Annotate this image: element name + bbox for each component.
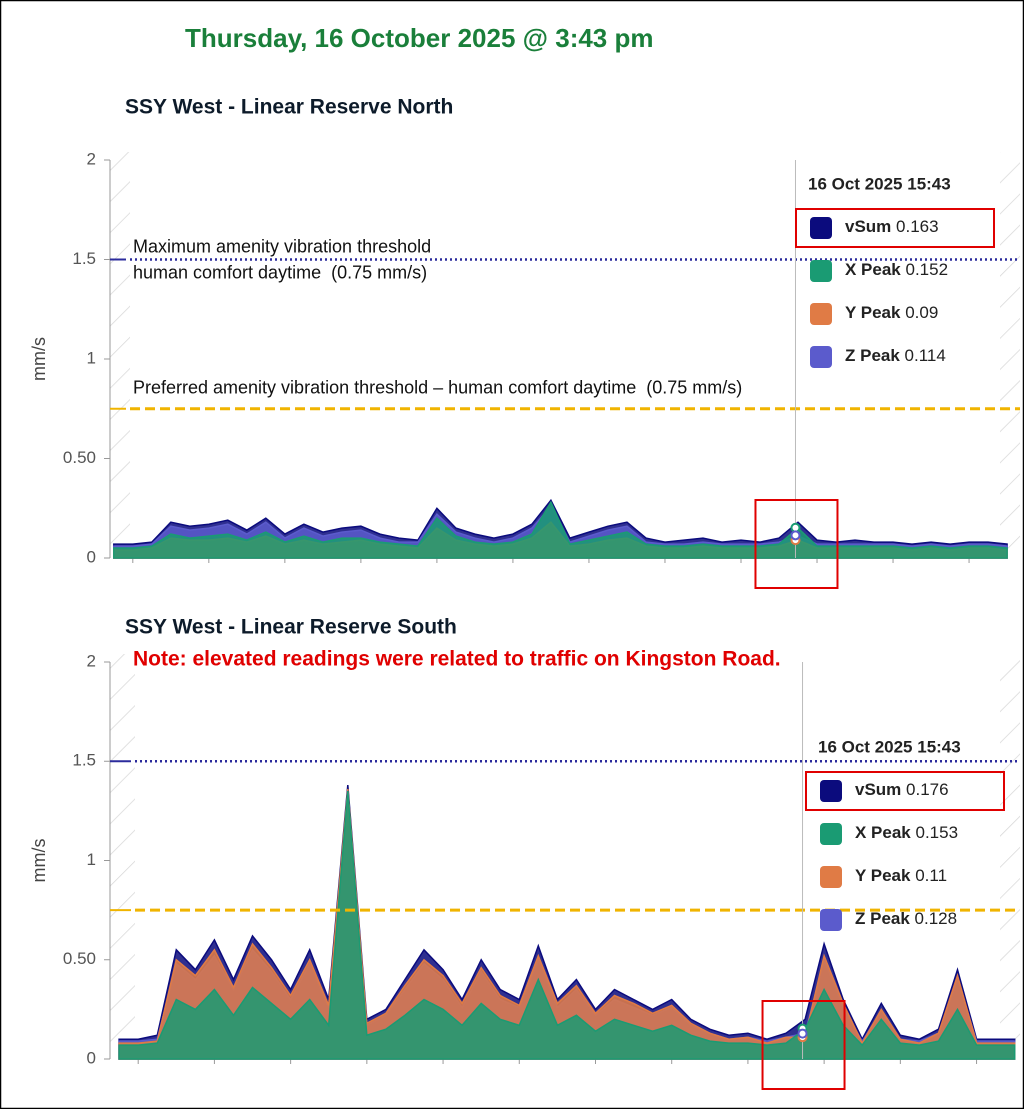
tooltip-value: 0.152	[906, 260, 949, 279]
tooltip-value: 0.153	[916, 823, 959, 842]
y-tick-label: 1	[87, 850, 96, 869]
tooltip-item: vSum 0.176	[855, 780, 949, 799]
tooltip-item: Y Peak 0.11	[855, 866, 947, 885]
hatch-left	[110, 152, 130, 558]
tooltip-item: Z Peak 0.128	[855, 909, 957, 928]
y-axis-label: mm/s	[29, 337, 49, 381]
tooltip-item: X Peak 0.153	[855, 823, 958, 842]
tooltip-name: vSum	[855, 780, 901, 799]
hover-point	[797, 1028, 808, 1039]
tooltip-swatch	[810, 346, 832, 368]
tooltip-item: Y Peak 0.09	[845, 303, 938, 322]
threshold-label: human comfort daytime (0.75 mm/s)	[133, 262, 427, 282]
tooltip-item: X Peak 0.152	[845, 260, 948, 279]
tooltip-value: 0.11	[915, 866, 947, 885]
x-tick-label: 7:00	[116, 569, 149, 588]
hatch-right	[1000, 654, 1020, 1059]
x-tick-label: 16:00	[796, 569, 839, 588]
y-tick-label: 1.5	[72, 751, 96, 770]
tooltip-swatch	[810, 260, 832, 282]
hatch-right	[1000, 152, 1020, 558]
y-tick-label: 2	[87, 651, 96, 670]
x-tick-label: 17:00	[872, 569, 915, 588]
highlight-box	[761, 1000, 846, 1090]
y-tick-label: 0.50	[63, 448, 96, 467]
series-area	[118, 790, 1016, 1060]
x-tick-label: 12:00	[492, 569, 535, 588]
tooltip-value: 0.176	[906, 780, 949, 799]
x-tick-label: 18:00	[948, 569, 991, 588]
highlight-box	[795, 208, 995, 248]
hover-point	[790, 530, 801, 541]
tooltip-item: vSum 0.163	[845, 217, 939, 236]
series-area	[113, 500, 1008, 559]
tooltip-swatch	[820, 780, 842, 802]
x-tick-label: 13:00	[568, 569, 611, 588]
x-tick-labels: 7:00 08:00 09:00 10:00 11:00 12:00 13:00 14:00 1…	[116, 569, 991, 588]
tooltip-name: X Peak	[855, 823, 911, 842]
y-tick-label: 1.5	[72, 249, 96, 268]
highlight-box	[805, 771, 1005, 811]
chart-title: SSY West - Linear Reserve North	[125, 96, 453, 119]
tooltip-value: 0.09	[905, 303, 938, 322]
x-tick-label: 10:00	[340, 569, 383, 588]
tooltip-title: 16 Oct 2025 15:43	[808, 174, 951, 193]
tooltip-value: 0.128	[915, 909, 958, 928]
tooltip-name: Z Peak	[855, 909, 910, 928]
y-tick-label: 0.50	[63, 949, 96, 968]
highlight-box	[754, 499, 839, 589]
y-tick-label: 0	[87, 547, 96, 566]
x-tick-label: 08:00	[188, 569, 231, 588]
tooltip-name: X Peak	[845, 260, 901, 279]
tooltip-title: 16 Oct 2025 15:43	[818, 737, 961, 756]
tooltip-swatch	[820, 866, 842, 888]
tooltip-swatch	[820, 823, 842, 845]
threshold-label: Maximum amenity vibration threshold	[133, 236, 431, 256]
x-tick-label: 11:00	[416, 569, 457, 588]
page-title: Thursday, 16 October 2025 @ 3:43 pm	[185, 23, 654, 53]
tooltip-name: Z Peak	[845, 346, 900, 365]
chart-title: SSY West - Linear Reserve South	[125, 616, 457, 639]
y-axis-label: mm/s	[29, 839, 49, 883]
plot-area	[110, 760, 1020, 1064]
x-tick-label: 15:00	[720, 569, 763, 588]
chart-note: Note: elevated readings were related to …	[133, 648, 781, 671]
tooltip-name: vSum	[845, 217, 891, 236]
tooltip-name: Y Peak	[855, 866, 911, 885]
x-tick-label: 14:00	[644, 569, 687, 588]
x-tick-label: 09:00	[264, 569, 307, 588]
tooltip-swatch	[820, 909, 842, 931]
tooltip-value: 0.163	[896, 217, 939, 236]
threshold-label: Preferred amenity vibration threshold – …	[133, 378, 742, 398]
tooltip-swatch	[810, 303, 832, 325]
tooltip-value: 0.114	[905, 346, 946, 365]
y-tick-label: 2	[87, 149, 96, 168]
tooltip-name: Y Peak	[845, 303, 901, 322]
tooltip-swatch	[810, 217, 832, 239]
tooltip-item: Z Peak 0.114	[845, 346, 946, 365]
y-tick-label: 0	[87, 1048, 96, 1067]
hatch-left	[110, 654, 135, 1059]
plot-area	[110, 258, 1020, 563]
y-tick-label: 1	[87, 348, 96, 367]
